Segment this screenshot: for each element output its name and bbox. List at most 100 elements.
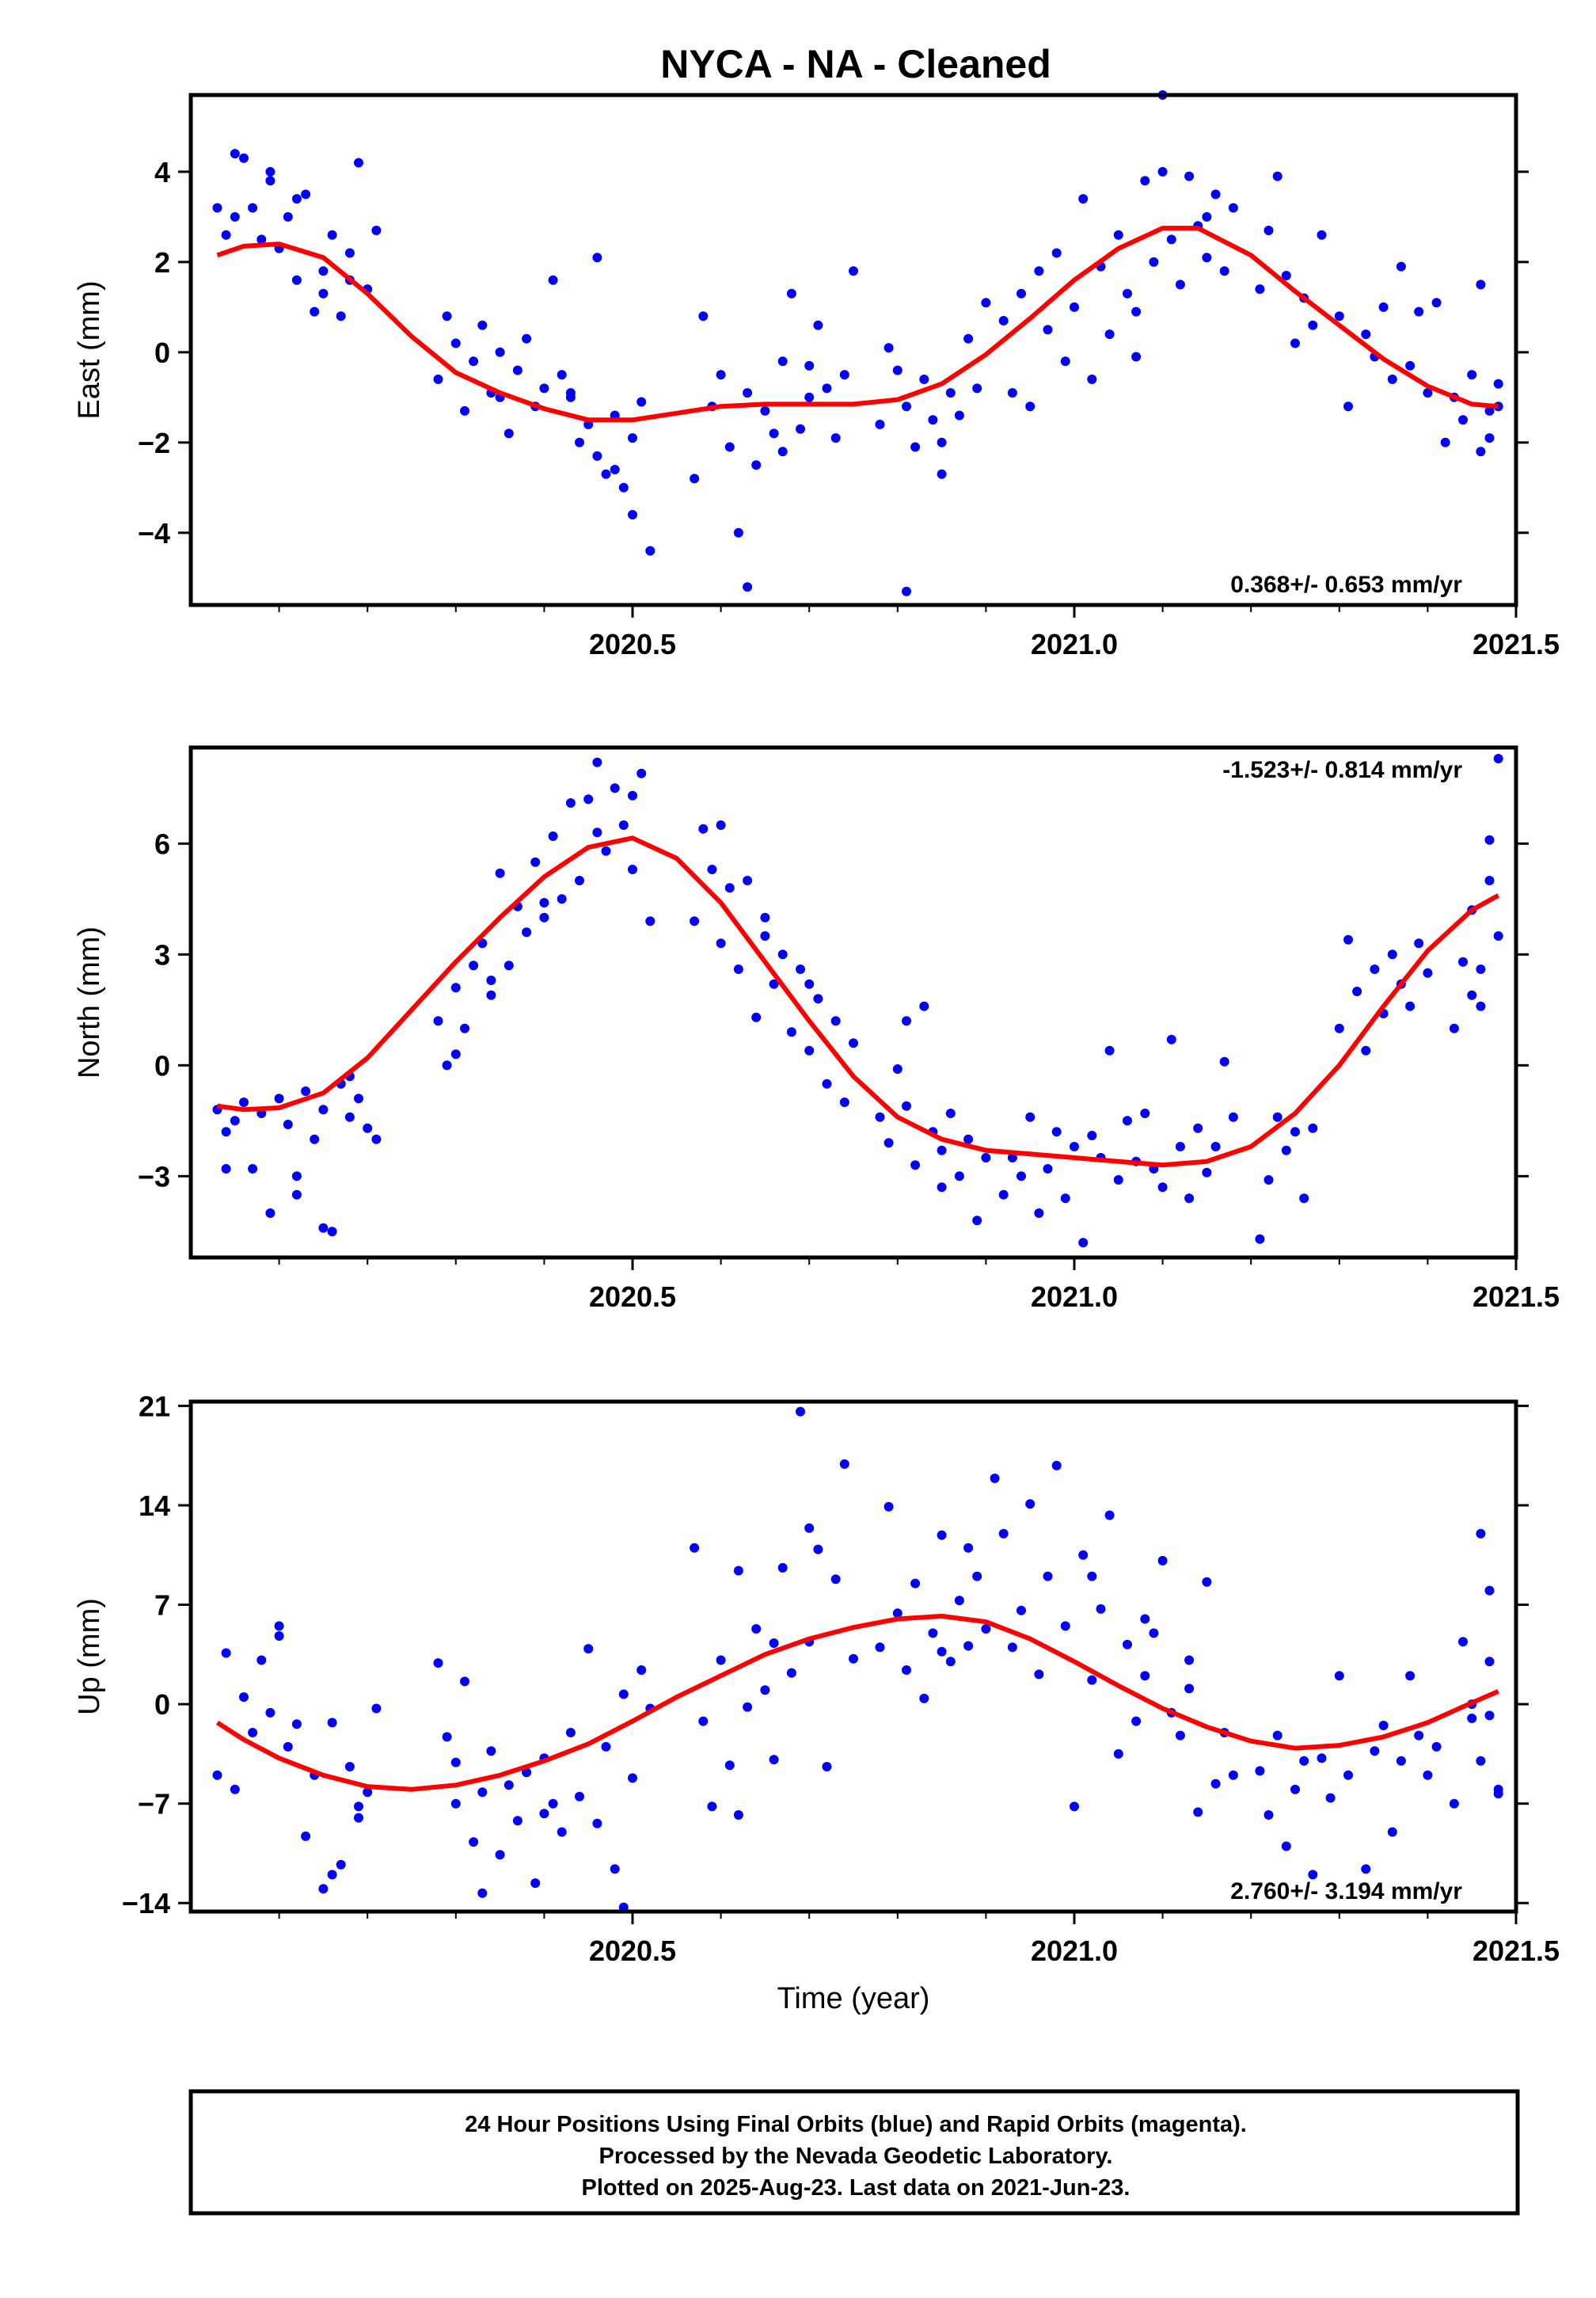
data-point xyxy=(954,410,964,420)
data-point xyxy=(565,388,576,398)
data-point xyxy=(583,794,594,805)
data-point xyxy=(804,392,815,402)
data-point xyxy=(892,365,902,375)
data-point xyxy=(830,1016,841,1026)
data-point xyxy=(610,783,620,793)
data-point xyxy=(212,203,222,213)
data-point xyxy=(724,1760,735,1771)
data-point xyxy=(902,1665,911,1675)
data-point xyxy=(248,1164,258,1174)
data-point xyxy=(450,1798,461,1809)
data-point xyxy=(690,916,700,926)
data-point xyxy=(743,876,753,885)
y-tick-label: −4 xyxy=(138,517,170,550)
y-tick-label: 21 xyxy=(139,1390,170,1422)
data-point xyxy=(1361,329,1371,340)
data-point xyxy=(371,1134,382,1144)
data-point xyxy=(495,1850,505,1860)
data-point xyxy=(963,1134,974,1144)
data-point xyxy=(1051,1127,1062,1137)
data-point xyxy=(256,234,267,245)
data-point xyxy=(548,831,558,841)
data-point xyxy=(1484,405,1495,416)
data-point xyxy=(1281,1145,1291,1155)
data-point xyxy=(327,1227,337,1237)
data-point xyxy=(1219,266,1229,276)
data-point xyxy=(450,338,461,348)
data-point xyxy=(1228,203,1238,213)
data-point xyxy=(1272,1730,1282,1741)
data-point xyxy=(1493,931,1503,941)
data-point xyxy=(548,1798,558,1809)
data-point xyxy=(839,370,849,380)
data-point xyxy=(1193,1123,1203,1133)
data-point xyxy=(902,586,911,596)
data-point xyxy=(592,1818,602,1828)
data-point xyxy=(998,316,1009,325)
y-tick-label: 0 xyxy=(154,1688,170,1721)
points-east xyxy=(212,90,1503,596)
data-point xyxy=(486,990,496,1000)
data-point xyxy=(1361,1045,1371,1056)
data-point xyxy=(628,433,637,443)
data-point xyxy=(945,1657,956,1667)
data-point xyxy=(1458,415,1468,425)
data-point xyxy=(875,1642,885,1653)
data-point xyxy=(1467,1714,1477,1723)
data-point xyxy=(743,388,753,398)
data-point xyxy=(645,916,656,926)
data-point xyxy=(1281,271,1291,280)
data-point xyxy=(1449,1798,1459,1809)
data-point xyxy=(601,469,611,479)
data-point xyxy=(892,1064,902,1074)
data-point xyxy=(1467,990,1477,1000)
data-point xyxy=(937,469,947,479)
data-point xyxy=(1343,401,1353,412)
data-point xyxy=(769,979,779,989)
data-point xyxy=(575,1791,584,1801)
data-point xyxy=(433,1016,443,1026)
data-point xyxy=(875,420,885,429)
footer-line-2: Processed by the Nevada Geodetic Laborat… xyxy=(599,2144,1113,2169)
data-point xyxy=(1431,1741,1442,1752)
data-point xyxy=(1255,1234,1265,1244)
data-point xyxy=(291,1719,302,1729)
data-point xyxy=(1157,1182,1168,1193)
fit-curve xyxy=(217,835,1500,1168)
data-point xyxy=(1476,280,1486,290)
data-point xyxy=(1476,964,1486,974)
data-point xyxy=(954,1596,964,1606)
data-point xyxy=(1219,1056,1229,1067)
data-point xyxy=(796,1406,805,1417)
data-point xyxy=(1202,1167,1212,1178)
data-point xyxy=(777,447,788,457)
data-point xyxy=(477,1787,488,1798)
data-point xyxy=(274,1094,284,1104)
data-point xyxy=(1334,1671,1344,1681)
y-tick-label: −2 xyxy=(138,427,170,459)
footer-frame xyxy=(188,2089,1520,2216)
data-point xyxy=(1140,176,1150,186)
x-tick-label: 2020.5 xyxy=(589,1935,676,1967)
data-point xyxy=(1343,934,1353,945)
data-point xyxy=(1166,1034,1176,1044)
data-point xyxy=(1043,1164,1053,1174)
data-point xyxy=(1166,234,1176,245)
data-point xyxy=(813,1544,823,1554)
data-point xyxy=(283,211,293,222)
data-point xyxy=(786,1027,796,1037)
data-point xyxy=(1210,189,1221,200)
data-point xyxy=(256,1655,267,1665)
data-point xyxy=(442,311,452,321)
data-point xyxy=(1255,1766,1265,1776)
data-point xyxy=(1405,1001,1416,1011)
data-point xyxy=(733,1566,743,1576)
data-point xyxy=(1255,284,1265,295)
data-point xyxy=(1405,1671,1416,1681)
chart-title: NYCA - NA - Cleaned xyxy=(660,42,1051,86)
data-point xyxy=(477,1888,488,1898)
data-point xyxy=(344,1112,355,1122)
data-point xyxy=(1396,1756,1406,1766)
data-point xyxy=(301,1831,311,1841)
data-point xyxy=(354,1801,363,1812)
